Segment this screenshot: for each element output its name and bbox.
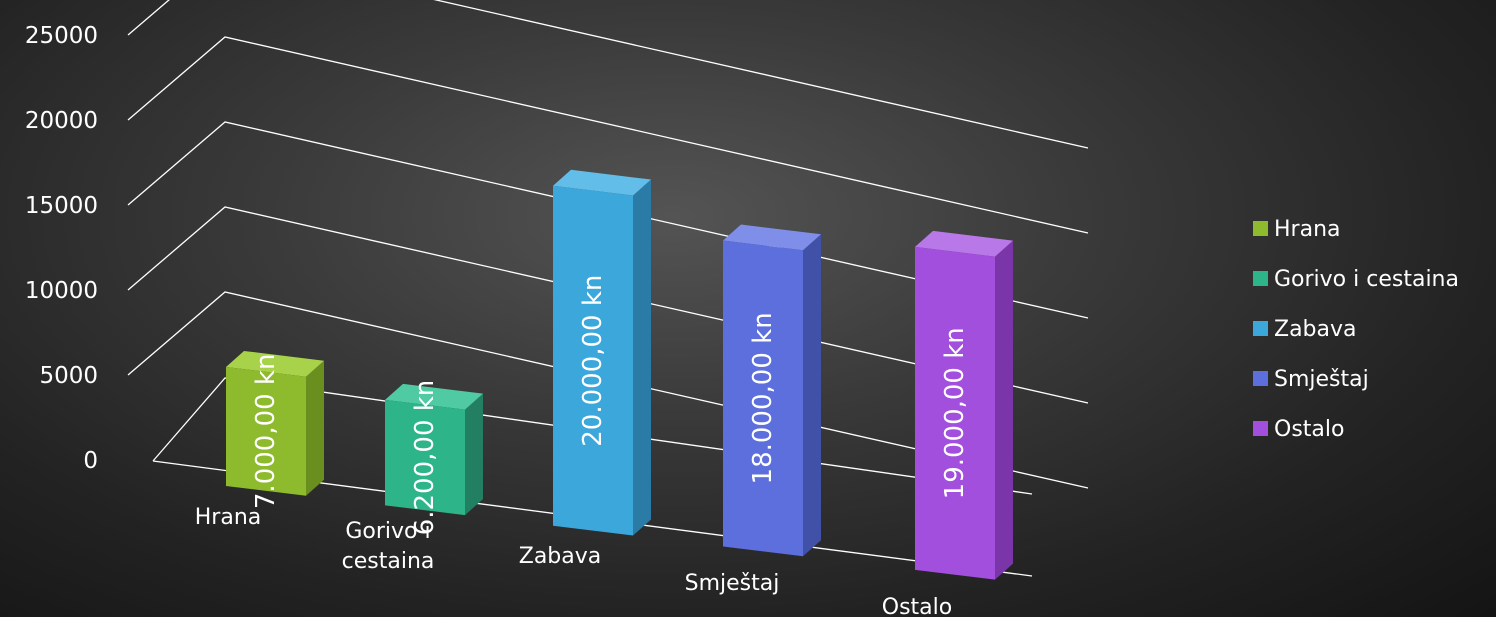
x-category-label: Zabava — [519, 544, 602, 569]
legend-swatch — [1253, 421, 1268, 436]
gridline-20000 — [127, 36, 1089, 234]
bar-5: 19.000,00 kn — [915, 230, 1013, 580]
x-category-label: Hrana — [195, 505, 262, 530]
bar-data-label: 19.000,00 kn — [940, 327, 970, 499]
bar-top — [385, 383, 483, 410]
y-axis-ticks: 0 5000 10000 15000 20000 25000 — [25, 23, 98, 474]
bar-side — [633, 179, 651, 536]
bar-3: 20.000,00 kn — [553, 169, 651, 536]
legend-swatch — [1253, 321, 1268, 336]
bar-front — [226, 366, 306, 496]
bars: 7.000,00 kn 6.200,00 kn 20.000,00 kn 18.000… — [226, 169, 1013, 580]
legend-label: Zabava — [1274, 317, 1357, 342]
legend: Hrana Gorivo i cestaina Zabava Smještaj Osta… — [1253, 217, 1459, 442]
bar-side — [803, 234, 821, 557]
legend-label: Gorivo i cestaina — [1274, 267, 1459, 292]
y-tick-label: 20000 — [25, 108, 98, 134]
y-tick-label: 15000 — [25, 193, 98, 219]
bar-front — [385, 399, 465, 516]
bar-data-label: 7.000,00 kn — [251, 354, 281, 510]
bar-front — [553, 185, 633, 536]
y-tick-label: 5000 — [39, 363, 98, 389]
legend-item: Hrana — [1253, 217, 1341, 242]
legend-label: Smještaj — [1274, 367, 1369, 392]
x-category-label: Gorivo i — [345, 519, 430, 544]
bar-4: 18.000,00 kn — [723, 224, 821, 557]
y-tick-label: 0 — [83, 448, 98, 474]
bar-top — [915, 230, 1013, 257]
bar-front — [915, 246, 995, 580]
bar-side — [306, 360, 324, 496]
bar-data-label: 6.200,00 kn — [410, 380, 440, 536]
x-category-label: cestaina — [342, 549, 435, 574]
legend-item: Zabava — [1253, 317, 1357, 342]
bar-front — [723, 240, 803, 557]
bar-top — [553, 169, 651, 196]
legend-item: Ostalo — [1253, 417, 1344, 442]
legend-swatch — [1253, 271, 1268, 286]
y-tick-label: 10000 — [25, 278, 98, 304]
bar-side — [995, 240, 1013, 580]
x-category-label: Smještaj — [685, 571, 780, 596]
bar-data-label: 18.000,00 kn — [748, 312, 778, 484]
legend-label: Hrana — [1274, 217, 1341, 242]
legend-swatch — [1253, 371, 1268, 386]
x-category-label: Ostalo — [882, 595, 952, 617]
bar-top — [226, 350, 324, 377]
gridline-25000 — [127, 0, 1089, 149]
legend-item: Gorivo i cestaina — [1253, 267, 1459, 292]
legend-label: Ostalo — [1274, 417, 1344, 442]
bar-data-label: 20.000,00 kn — [578, 275, 608, 447]
legend-item: Smještaj — [1253, 367, 1369, 392]
y-tick-label: 25000 — [25, 23, 98, 49]
bar-side — [465, 393, 483, 516]
legend-swatch — [1253, 221, 1268, 236]
bar-top — [723, 224, 821, 251]
x-axis-categories: Hrana Gorivo i cestaina Zabava Smještaj Ostal… — [195, 505, 952, 617]
bar-2: 6.200,00 kn — [385, 380, 483, 536]
bar-1: 7.000,00 kn — [226, 350, 324, 510]
